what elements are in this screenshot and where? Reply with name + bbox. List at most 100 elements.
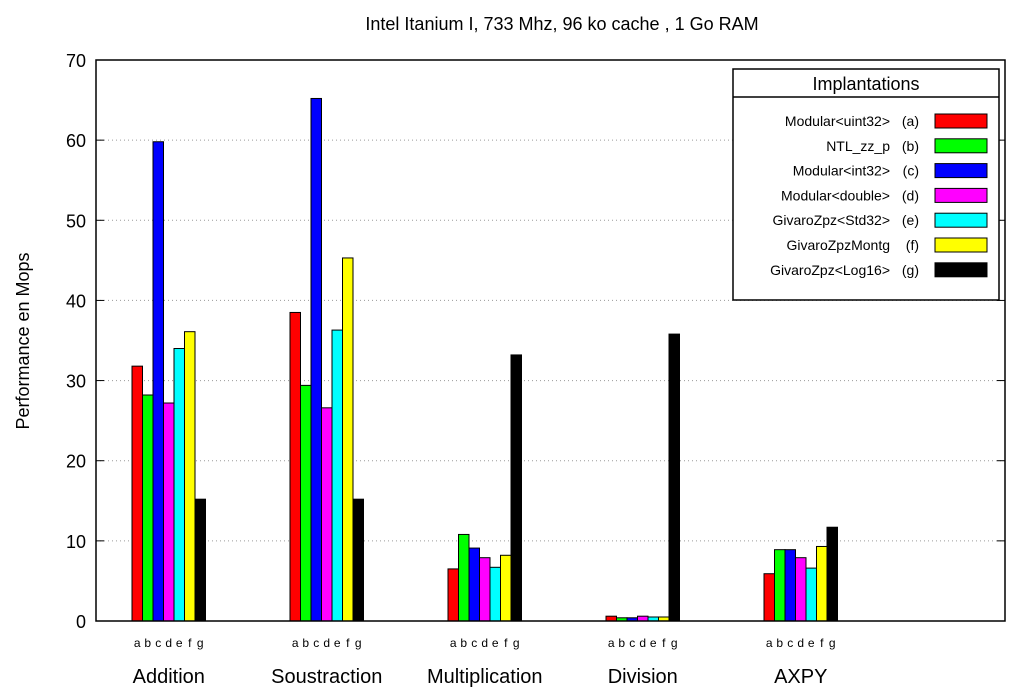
bar-multiplication-c (468, 547, 480, 622)
bars-layer (131, 97, 838, 622)
bar-sublabel: c (629, 636, 635, 650)
bar-addition-g (194, 498, 206, 622)
bar-sublabel: e (334, 636, 341, 650)
bar-axpy-g (826, 526, 838, 622)
bar-sublabel: c (471, 636, 477, 650)
bar-addition-d (163, 402, 175, 622)
bar-sublabel: b (776, 636, 783, 650)
bar-sublabel: a (766, 636, 773, 650)
bar-soustraction-d (321, 407, 333, 622)
legend-label: NTL_zz_p (826, 138, 890, 154)
legend-swatch (934, 187, 988, 203)
bar-sublabel: a (134, 636, 141, 650)
legend-letter: (b) (902, 138, 919, 154)
bar-division-g (668, 333, 680, 622)
y-tick-label: 30 (66, 372, 86, 392)
bar-axpy-a (763, 573, 775, 622)
category-label: AXPY (774, 666, 827, 688)
legend-swatch (934, 237, 988, 253)
category-label: Soustraction (271, 666, 382, 688)
bar-sublabel: b (144, 636, 151, 650)
bar-sublabel: c (155, 636, 161, 650)
bar-addition-b (142, 394, 154, 622)
bar-multiplication-e (489, 566, 501, 622)
legend-title: Implantations (812, 74, 919, 94)
y-tick-label: 50 (66, 211, 86, 231)
bar-addition-a (131, 365, 143, 622)
y-tick-label: 70 (66, 51, 86, 71)
legend-label: Modular<double> (781, 187, 890, 203)
chart-title: Intel Itanium I, 733 Mhz, 96 ko cache , … (365, 14, 758, 34)
bar-sublabel: c (313, 636, 319, 650)
bar-multiplication-a (447, 568, 459, 622)
bar-sublabel: e (176, 636, 183, 650)
bar-addition-c (152, 141, 164, 622)
bar-sublabel: b (618, 636, 625, 650)
plot-frame (95, 59, 1006, 622)
bar-sublabel: d (639, 636, 646, 650)
bar-axpy-b (774, 549, 786, 622)
bar-soustraction-g (352, 498, 364, 622)
bar-axpy-c (784, 549, 796, 622)
y-axis-label: Performance en Mops (13, 252, 33, 429)
bar-sublabel: f (346, 636, 350, 650)
legend-letter: (f) (906, 237, 919, 253)
bar-sublabel: g (197, 636, 204, 650)
legend-letter: (c) (903, 163, 919, 179)
bar-multiplication-b (458, 533, 470, 622)
legend-swatch (934, 113, 988, 129)
y-tick-label: 10 (66, 532, 86, 552)
bar-soustraction-a (289, 311, 301, 622)
bar-sublabel: b (302, 636, 309, 650)
bar-sublabel: g (355, 636, 362, 650)
bar-addition-e (173, 348, 185, 622)
bar-addition-f (184, 331, 196, 622)
y-tick-label: 0 (76, 612, 86, 632)
bar-soustraction-b (300, 384, 312, 622)
bar-sublabel: f (662, 636, 666, 650)
bar-sublabel: d (165, 636, 172, 650)
bar-sublabel: f (188, 636, 192, 650)
legend-swatch (934, 212, 988, 228)
category-label: Addition (133, 666, 205, 688)
y-tick-label: 20 (66, 452, 86, 472)
category-label: Multiplication (427, 666, 543, 688)
legend-label: Modular<uint32> (785, 113, 890, 129)
bar-sublabel: e (650, 636, 657, 650)
legend-swatch (934, 138, 988, 154)
bar-sublabel: b (460, 636, 467, 650)
y-tick-label: 40 (66, 291, 86, 311)
legend-label: GivaroZpz<Std32> (772, 212, 890, 228)
bar-sublabel: f (820, 636, 824, 650)
bar-sublabel: a (450, 636, 457, 650)
legend-letter: (d) (902, 187, 919, 203)
bar-sublabel: g (671, 636, 678, 650)
bar-sublabel: f (504, 636, 508, 650)
legend-letter: (a) (902, 113, 919, 129)
legend-label: GivaroZpz<Log16> (770, 262, 890, 278)
legend-swatch (934, 262, 988, 278)
bar-sublabel: c (787, 636, 793, 650)
legend-box (732, 68, 1000, 301)
bar-sublabel: a (292, 636, 299, 650)
bar-sublabel: e (808, 636, 815, 650)
bar-sublabel: g (513, 636, 520, 650)
legend-items: Modular<uint32> (a) NTL_zz_p (b) Modular<int… (770, 113, 988, 278)
category-label: Division (608, 666, 678, 688)
bar-sublabel: e (492, 636, 499, 650)
legend: Implantations Modular<uint32> (a) NTL_zz_p… (732, 68, 1000, 301)
bar-sublabel: d (481, 636, 488, 650)
legend-label: Modular<int32> (793, 163, 890, 179)
bar-soustraction-f (342, 257, 354, 622)
bar-sublabel: g (829, 636, 836, 650)
bar-sublabel: d (797, 636, 804, 650)
bar-multiplication-g (510, 354, 522, 622)
bar-soustraction-e (331, 329, 343, 622)
bar-sublabel: a (608, 636, 615, 650)
bar-axpy-f (816, 545, 828, 622)
legend-label: GivaroZpzMontg (787, 237, 890, 253)
bar-axpy-d (795, 557, 807, 622)
y-tick-label: 60 (66, 131, 86, 151)
bar-soustraction-c (310, 97, 322, 622)
